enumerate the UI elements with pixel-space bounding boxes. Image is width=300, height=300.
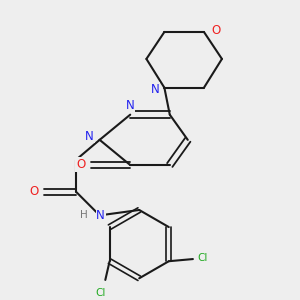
Text: O: O [76, 158, 85, 171]
Text: N: N [85, 130, 94, 143]
Text: N: N [96, 209, 105, 222]
Text: N: N [126, 99, 135, 112]
Text: Cl: Cl [198, 253, 208, 262]
Text: O: O [211, 24, 220, 38]
Text: N: N [151, 83, 160, 96]
Text: H: H [80, 210, 87, 220]
Text: O: O [29, 185, 38, 198]
Text: Cl: Cl [95, 288, 106, 298]
